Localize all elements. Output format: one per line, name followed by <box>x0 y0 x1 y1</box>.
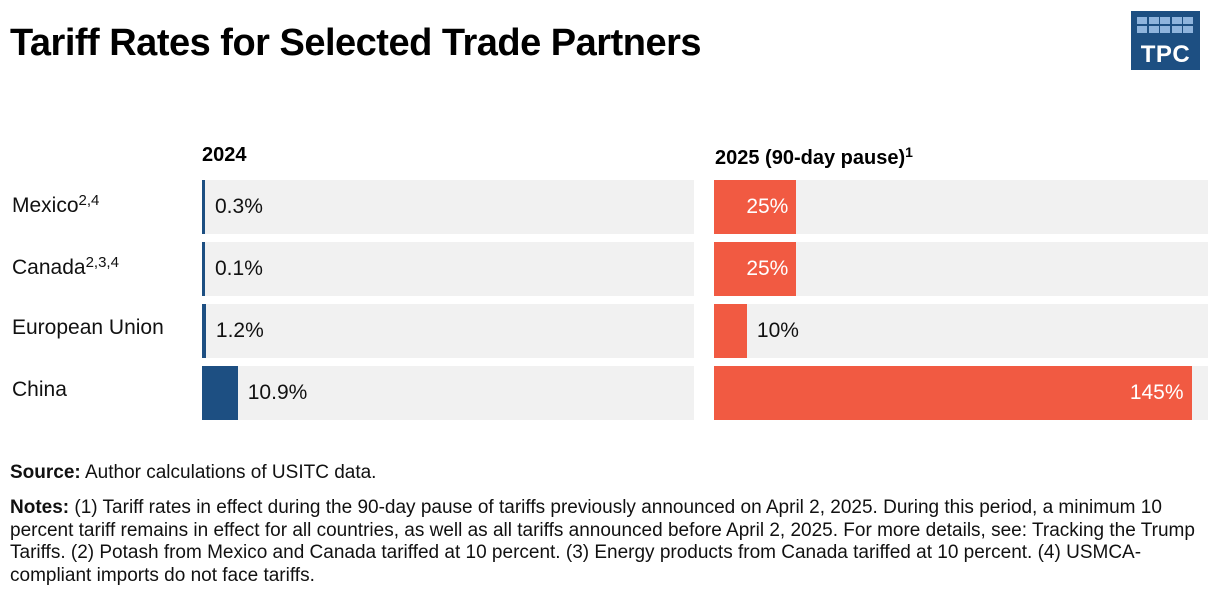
logo-cell <box>1148 26 1159 33</box>
data-label: 10% <box>756 319 799 342</box>
notes: Notes: (1) Tariff rates in effect during… <box>10 497 1210 587</box>
data-label: 1.2% <box>215 319 264 342</box>
category-label: Canada2,3,4 <box>12 254 119 280</box>
data-label: 25% <box>746 195 789 218</box>
bar <box>202 304 206 358</box>
logo-cell <box>1137 17 1147 24</box>
bar <box>202 366 238 420</box>
panel-title-text: 2025 (90-day pause) <box>715 147 906 169</box>
panel-title-text: 2024 <box>202 144 247 166</box>
category-footnote: 2,4 <box>78 192 100 209</box>
bar <box>714 366 1192 420</box>
bar-track: 10% <box>714 304 1208 358</box>
data-label: 10.9% <box>247 381 308 404</box>
category-label-text: China <box>12 378 67 401</box>
bar-track: 0.3% <box>202 180 694 234</box>
logo-text: TPC <box>1140 41 1191 68</box>
source-text: Author calculations of USITC data. <box>80 462 377 483</box>
bar-track: 145% <box>714 366 1208 420</box>
bar <box>714 180 797 234</box>
logo-cell <box>1160 26 1171 33</box>
logo-cell <box>1183 17 1194 24</box>
logo-cell <box>1171 17 1182 24</box>
bar-track: 0.1% <box>202 242 694 296</box>
notes-text: (1) Tariff rates in effect during the 90… <box>10 497 1195 586</box>
data-label: 0.3% <box>215 195 263 218</box>
source-label: Source: <box>10 462 81 483</box>
panel-title: 2025 (90-day pause)1 <box>715 144 913 170</box>
category-label-text: Mexico <box>12 194 79 217</box>
source-note: Source: Author calculations of USITC dat… <box>10 462 376 484</box>
category-label-text: European Union <box>12 316 164 339</box>
notes-label: Notes: <box>10 497 70 518</box>
logo-cell <box>1183 26 1194 33</box>
bar-track: 25% <box>714 180 1208 234</box>
bar <box>202 242 205 296</box>
bar <box>714 304 747 358</box>
logo-cell <box>1160 17 1171 24</box>
category-label: Mexico2,4 <box>12 192 99 218</box>
tpc-logo: TPC <box>1131 11 1200 70</box>
data-label: 145% <box>1129 381 1184 404</box>
chart-title: Tariff Rates for Selected Trade Partners <box>10 22 702 64</box>
data-label: 25% <box>746 257 789 280</box>
bar-track: 25% <box>714 242 1208 296</box>
category-label: China <box>12 378 67 402</box>
category-label: European Union <box>12 316 164 340</box>
panel-title: 2024 <box>202 144 247 167</box>
data-label: 0.1% <box>215 257 263 280</box>
panel-title-footnote: 1 <box>905 144 913 160</box>
bar-track: 1.2% <box>202 304 694 358</box>
bar <box>202 180 205 234</box>
logo-cell <box>1137 26 1147 33</box>
bar <box>714 242 797 296</box>
category-label-text: Canada <box>12 256 86 279</box>
logo-cell <box>1148 17 1159 24</box>
category-footnote: 2,3,4 <box>85 254 119 271</box>
bar-track: 10.9% <box>202 366 694 420</box>
logo-cell <box>1171 26 1182 33</box>
